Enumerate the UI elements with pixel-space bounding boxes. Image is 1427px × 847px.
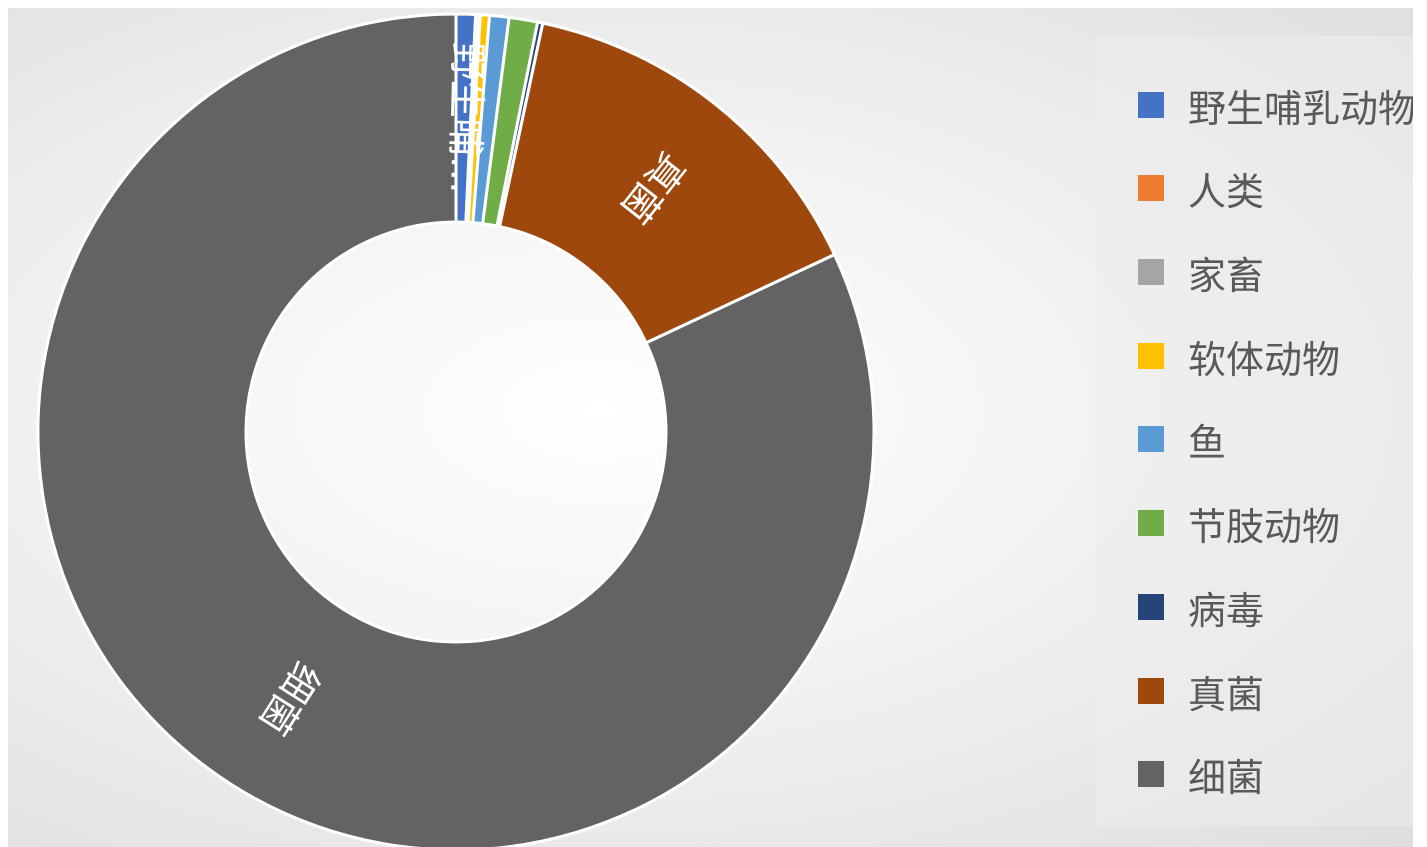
legend-label: 野生哺乳动物 bbox=[1188, 86, 1413, 131]
legend-item-bacteria: 细菌 bbox=[1138, 749, 1265, 800]
legend-item-fish: 鱼 bbox=[1138, 414, 1227, 465]
legend-swatch bbox=[1138, 761, 1164, 787]
legend-label: 人类 bbox=[1188, 169, 1265, 214]
legend-label: 软体动物 bbox=[1188, 337, 1341, 382]
legend-item-fungi: 真菌 bbox=[1138, 666, 1265, 717]
legend-label: 病毒 bbox=[1188, 588, 1265, 633]
slice-label-wild-mammals: 野生哺… bbox=[442, 42, 490, 195]
legend-label: 细菌 bbox=[1188, 755, 1265, 800]
legend-swatch bbox=[1138, 594, 1164, 620]
legend-label: 真菌 bbox=[1188, 672, 1265, 717]
legend-label: 家畜 bbox=[1188, 253, 1265, 298]
legend-item-wild-mammals: 野生哺乳动物 bbox=[1138, 80, 1413, 131]
legend-item-arthropods: 节肢动物 bbox=[1138, 498, 1341, 549]
legend-item-molluscs: 软体动物 bbox=[1138, 331, 1341, 382]
legend-item-livestock: 家畜 bbox=[1138, 247, 1265, 298]
chart-area: 野生哺… 真菌 细菌 野生哺乳动物 人类 家畜 软体动物 鱼 节肢动物 病毒 bbox=[8, 8, 1413, 847]
legend-item-viruses: 病毒 bbox=[1138, 582, 1265, 633]
slice-fungi bbox=[497, 21, 837, 345]
legend-swatch bbox=[1138, 510, 1164, 536]
legend-swatch bbox=[1138, 343, 1164, 369]
legend-swatch bbox=[1138, 426, 1164, 452]
legend-swatch bbox=[1138, 259, 1164, 285]
legend: 野生哺乳动物 人类 家畜 软体动物 鱼 节肢动物 病毒 真菌 bbox=[1096, 36, 1413, 826]
legend-swatch bbox=[1138, 92, 1164, 118]
legend-swatch bbox=[1138, 175, 1164, 201]
legend-item-humans: 人类 bbox=[1138, 163, 1265, 214]
legend-label: 节肢动物 bbox=[1188, 504, 1341, 549]
legend-label: 鱼 bbox=[1188, 420, 1227, 465]
legend-swatch bbox=[1138, 678, 1164, 704]
slice-bacteria bbox=[36, 12, 876, 847]
